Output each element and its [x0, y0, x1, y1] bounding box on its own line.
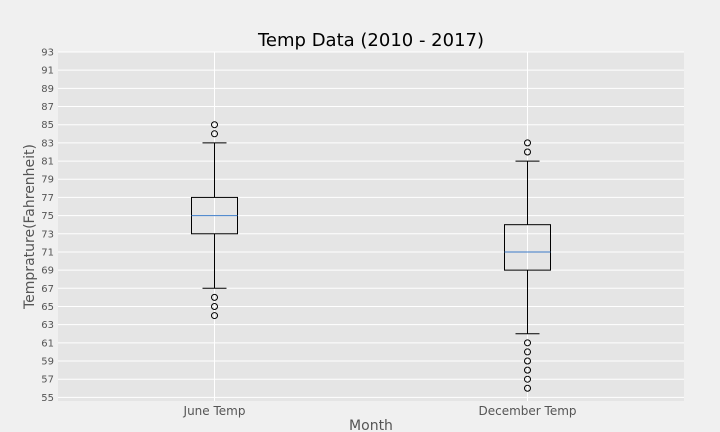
outlier-point	[211, 293, 218, 301]
outlier-point	[524, 139, 531, 147]
x-tick-label: June Temp	[183, 404, 246, 418]
y-tick-label: 63	[41, 320, 54, 331]
outlier-point	[211, 130, 218, 138]
y-tick-label: 81	[41, 157, 54, 168]
y-tick-label: 65	[41, 302, 54, 313]
y-tick-label: 93	[41, 48, 54, 59]
y-tick-label: 69	[41, 266, 54, 277]
x-axis-title: Month	[349, 418, 393, 432]
outlier-point	[211, 312, 218, 320]
outlier-point	[524, 148, 531, 156]
outlier-point	[524, 339, 531, 347]
y-tick-label: 91	[41, 66, 54, 77]
grid-lines	[58, 51, 684, 401]
y-tick-label: 83	[41, 138, 54, 149]
plot-area	[58, 52, 684, 401]
y-tick-label: 87	[41, 102, 54, 113]
outlier-point	[211, 302, 218, 310]
outlier-point	[524, 366, 531, 374]
y-tick-label: 73	[41, 229, 54, 240]
y-tick-label: 57	[41, 375, 54, 386]
outlier-point	[524, 384, 531, 392]
y-tick-label: 85	[41, 120, 54, 131]
outlier-point	[524, 348, 531, 356]
x-axis-ticks: June Temp December Temp	[183, 404, 577, 418]
outlier-point	[524, 375, 531, 383]
outlier-point	[211, 121, 218, 129]
y-tick-label: 89	[41, 84, 54, 95]
y-tick-label: 77	[41, 193, 54, 204]
box-group	[191, 121, 238, 320]
chart-title: Temp Data (2010 - 2017)	[257, 30, 484, 51]
outlier-point	[524, 357, 531, 365]
y-axis-title: Temprature(Fahrenheit)	[22, 144, 38, 310]
y-tick-label: 79	[41, 175, 54, 186]
box-group	[504, 139, 551, 392]
y-tick-label: 71	[41, 247, 54, 258]
y-tick-label: 75	[41, 211, 54, 222]
y-axis-ticks: 55 57 59 61 63 65 67 69 71 73 75 77 79 81 83 85 87 89 91 93	[41, 48, 54, 404]
y-tick-label: 61	[41, 338, 54, 349]
y-tick-label: 55	[41, 393, 54, 404]
y-tick-label: 67	[41, 284, 54, 295]
box	[504, 224, 551, 271]
y-tick-label: 59	[41, 357, 54, 368]
x-tick-label: December Temp	[478, 404, 576, 418]
boxes	[191, 121, 551, 392]
